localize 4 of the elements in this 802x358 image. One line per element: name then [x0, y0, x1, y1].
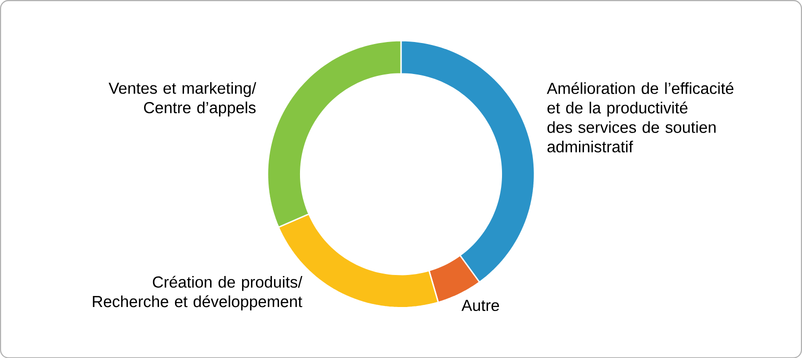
- slice-label: Autre: [462, 300, 500, 311]
- slice-label: Ventes et marketing/ Centre d’appels: [108, 82, 256, 116]
- slice-label: Création de produits/ Recherche et développement: [92, 276, 302, 310]
- slice-label: Amélioration de l’efficacité et de la productivité des services de soutien administratif: [546, 82, 734, 152]
